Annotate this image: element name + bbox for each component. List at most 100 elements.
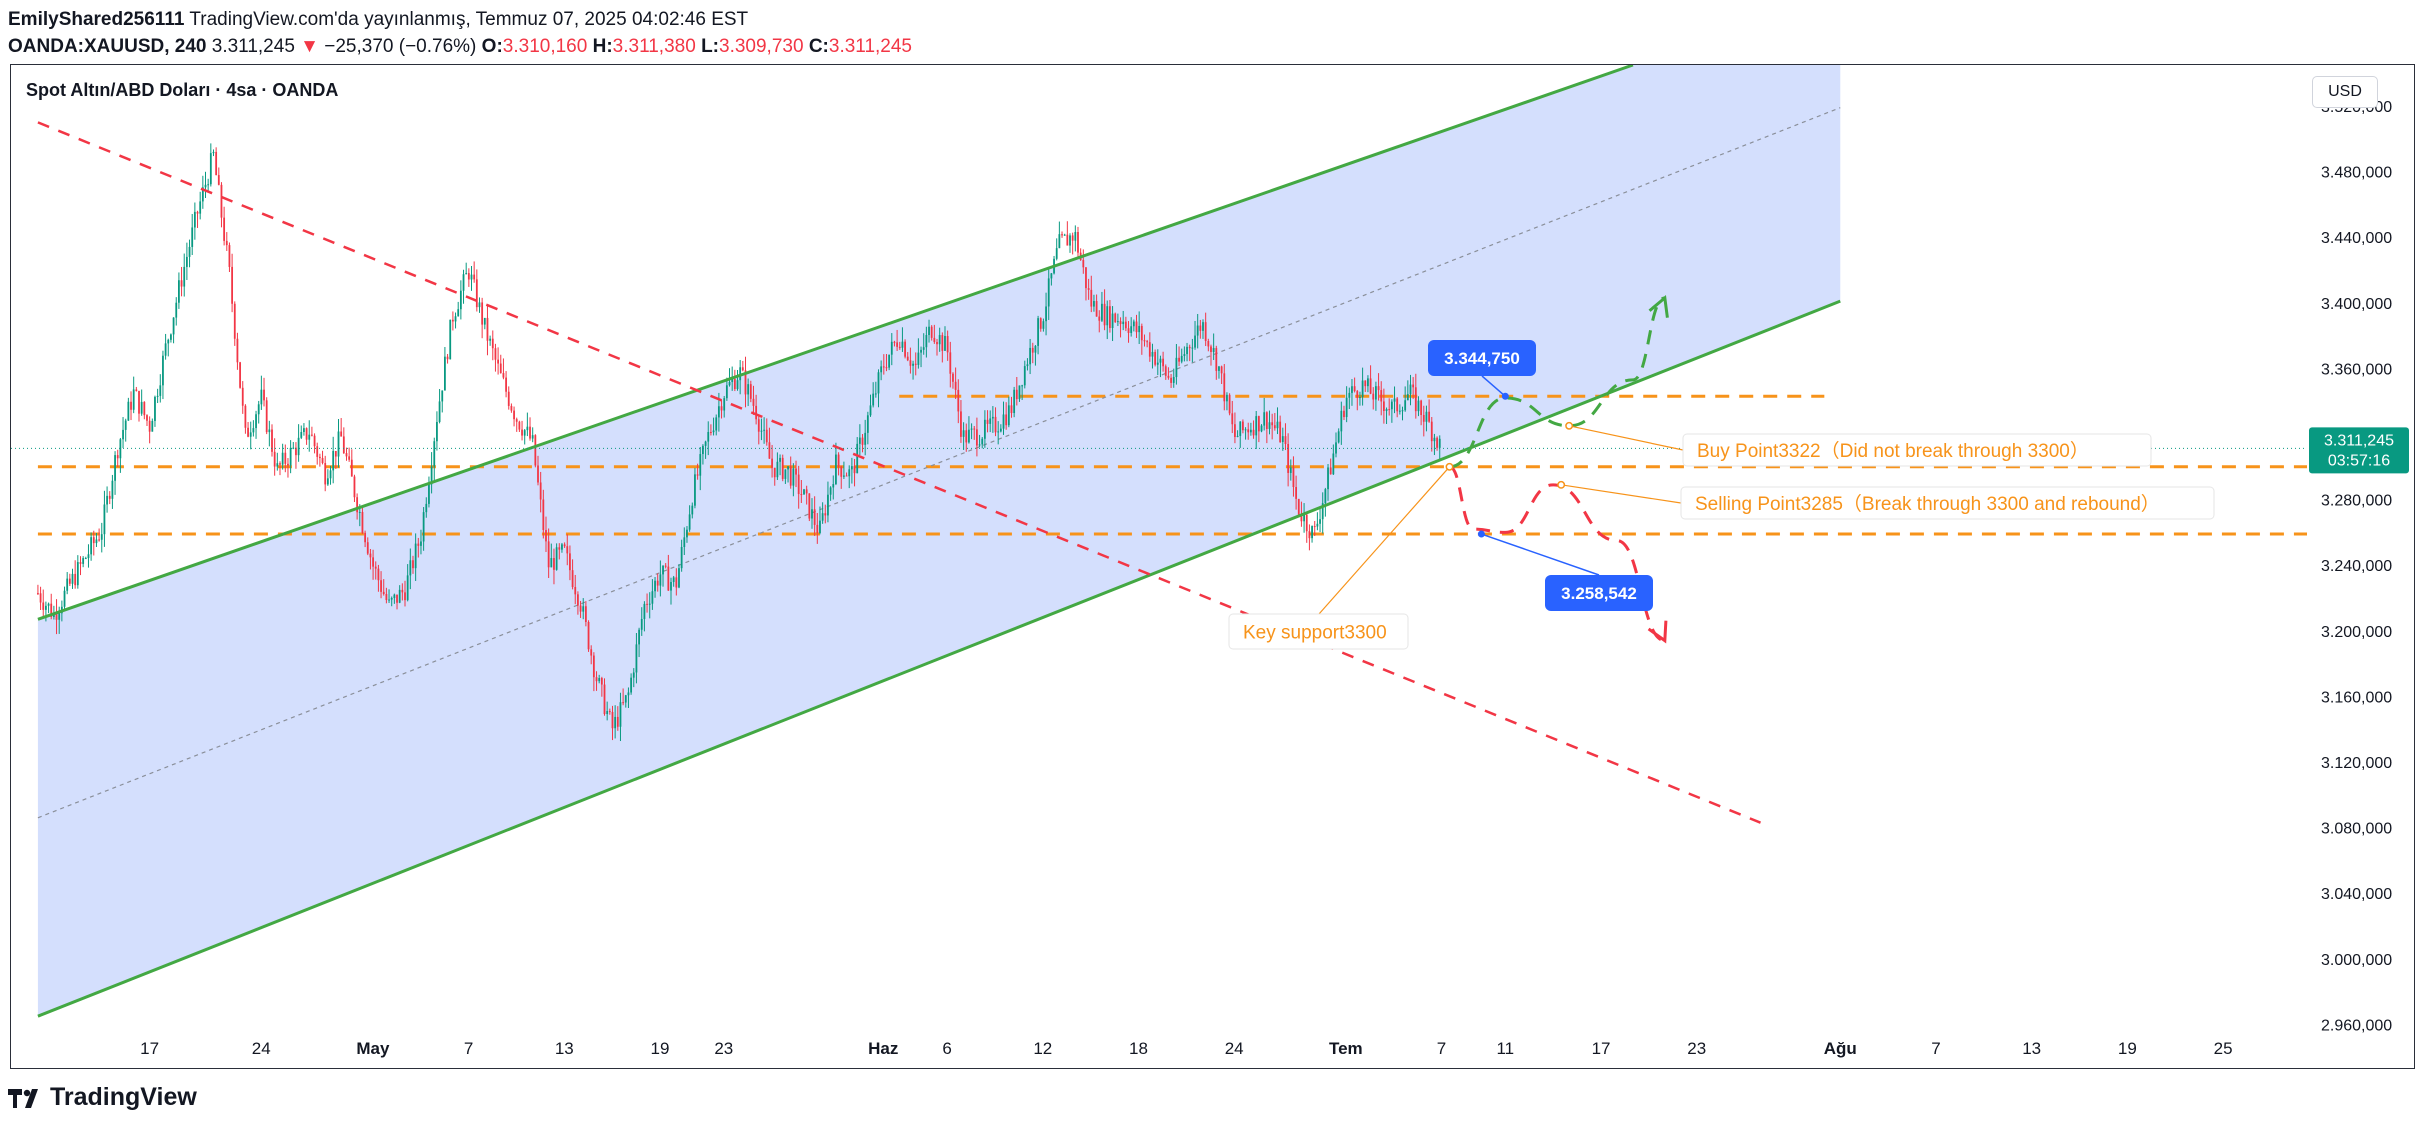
candle-body [643,603,646,619]
candle-body [928,326,930,336]
candle-body [1425,411,1428,422]
candle-body [779,457,781,462]
candle-body [172,317,175,335]
candle-body [1063,234,1066,236]
candle-body [303,428,305,433]
candle-body [183,266,186,287]
candle-body [976,429,978,446]
candle-body [1007,405,1010,426]
candle-body [1422,414,1425,422]
candle-body [87,554,90,559]
tradingview-logo[interactable]: TradingView [8,1083,197,1112]
candle-body [691,505,694,515]
candle-body [936,341,938,345]
price-label-box [1428,340,1536,376]
candle-body [217,175,220,185]
candle-body [1183,354,1186,356]
candle-body [1372,393,1375,400]
candle-body [1231,413,1234,425]
x-tick-label: 18 [1129,1039,1148,1058]
candle-body [901,341,904,348]
last-price: 3.311,245 [211,36,295,57]
candle-body [1393,398,1396,402]
candle-body [805,489,808,494]
candle-body [507,391,510,406]
candles [37,143,1441,742]
candle-body [1090,289,1093,307]
candle-body [704,441,707,446]
candle-body [156,395,159,397]
price-label-leader [1481,533,1600,576]
candle-body [388,599,390,601]
candle-body [1215,348,1218,371]
symbol-label[interactable]: OANDA:XAUUSD, 240 [8,36,207,57]
candle-body [1143,340,1146,342]
candle-body [417,543,420,546]
candle-body [1281,436,1284,443]
currency-button[interactable]: USD [2312,76,2378,108]
candle-body [811,509,813,519]
candle-body [1148,342,1151,357]
candle-body [494,348,497,360]
candle-body [58,613,61,620]
candle-body [675,577,678,588]
candle-body [1042,321,1045,329]
candle-body [37,593,39,595]
candle-body [622,702,625,704]
x-tick-label: 13 [2022,1039,2041,1058]
candle-body [638,629,640,645]
candle-body [1263,412,1266,426]
candle-body [372,557,374,567]
candle-body [1162,358,1165,367]
candle-body [451,319,454,322]
candle-body [1417,400,1420,412]
candle-body [1406,394,1409,401]
candle-body [954,381,957,390]
y-tick-label: 3.160,000 [2321,689,2392,706]
candle-body [917,352,920,365]
candle-body [803,489,805,495]
price-label-dot [1477,530,1485,538]
candle-body [694,474,696,506]
candle-body [1101,303,1103,321]
candle-body [858,437,861,444]
candle-body [1380,390,1383,402]
candle-body [569,553,571,571]
candle-body [938,335,941,345]
candle-body [872,393,875,406]
candle-body [1388,409,1391,411]
candle-body [473,274,476,280]
candle-body [228,245,231,267]
candle-body [866,415,869,433]
candle-body [1359,397,1361,399]
candle-body [1186,346,1188,355]
candle-body [744,370,747,395]
candle-body [1234,424,1236,437]
candle-body [1257,416,1260,432]
candle-body [428,484,430,504]
candle-body [475,279,478,308]
candle-body [874,393,877,395]
candle-body [154,396,156,421]
candle-body [98,539,101,541]
candle-body [1196,325,1199,336]
candle-body [1276,421,1279,429]
candle-body [800,494,803,496]
candle-body [76,562,79,586]
candle-body [127,401,130,421]
candle-body [486,317,489,341]
author-name[interactable]: EmilyShared256111 [8,9,185,30]
tradingview-brand: TradingView [50,1083,197,1111]
candle-body [912,363,914,366]
candle-body [42,602,45,610]
candle-body [1316,523,1319,527]
candle-body [529,426,531,439]
candle-body [837,454,840,467]
y-tick-label: 3.000,000 [2321,952,2392,969]
candle-body [1367,378,1369,387]
candle-body [784,469,787,479]
candle-body [648,603,651,605]
candle-body [329,470,332,479]
candle-body [635,644,638,673]
